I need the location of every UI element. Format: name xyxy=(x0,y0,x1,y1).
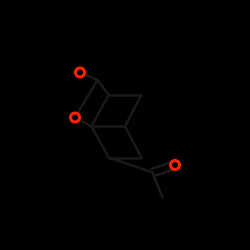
Circle shape xyxy=(74,67,86,78)
Circle shape xyxy=(169,159,181,171)
Circle shape xyxy=(69,112,81,123)
